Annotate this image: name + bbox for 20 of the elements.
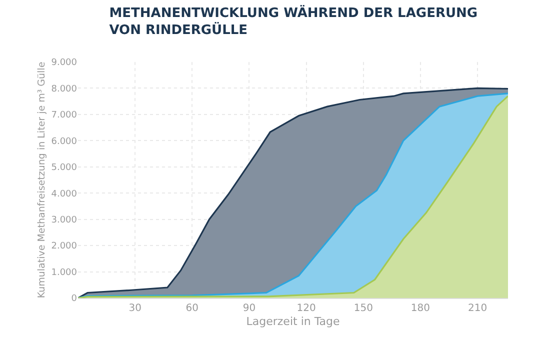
y-tick-label: 1.000 — [51, 268, 78, 278]
x-tick-label: 90 — [242, 303, 256, 314]
y-tick-label: 5.000 — [51, 163, 78, 174]
y-tick-label: 9.000 — [51, 58, 78, 68]
y-axis-title: Kumulative Methanfreisetzung in Liter je m³ Gülle — [36, 62, 48, 298]
x-tick-label: 150 — [354, 303, 373, 314]
y-tick-label: 2.000 — [51, 242, 78, 252]
y-tick-label: 8.000 — [51, 84, 78, 94]
y-tick-label: 3.000 — [51, 215, 78, 226]
y-tick-label: 4.000 — [51, 189, 78, 200]
chart-title: METHANENTWICKLUNG WÄHREND DER LAGERUNG VON RINDERGÜLLE — [109, 4, 478, 38]
y-tick-label: 7.000 — [51, 110, 78, 121]
x-tick-label: 30 — [128, 303, 142, 314]
y-tick-label: 0 — [71, 294, 78, 304]
x-tick-label: 180 — [410, 303, 430, 314]
x-tick-label: 210 — [468, 303, 488, 314]
x-axis-title: Lagerzeit in Tage — [246, 315, 340, 328]
x-tick-label: 120 — [296, 303, 316, 314]
x-tick-label: 60 — [186, 303, 199, 314]
y-tick-label: 6.000 — [51, 136, 78, 147]
